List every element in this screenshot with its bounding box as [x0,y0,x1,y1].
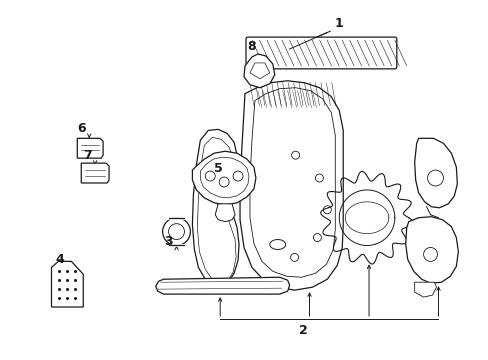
Text: 5: 5 [213,162,222,175]
Text: 4: 4 [55,253,63,266]
Circle shape [219,177,229,187]
Polygon shape [244,54,274,88]
Text: 8: 8 [247,40,256,53]
Text: 1: 1 [334,17,343,30]
Polygon shape [81,163,109,183]
Polygon shape [77,138,103,158]
Polygon shape [414,138,456,208]
Polygon shape [215,204,235,222]
Circle shape [205,171,215,181]
Polygon shape [414,282,436,297]
Circle shape [427,170,443,186]
Polygon shape [192,129,239,286]
FancyBboxPatch shape [245,37,396,69]
Text: 6: 6 [77,122,85,135]
Polygon shape [240,81,343,290]
Polygon shape [192,151,255,205]
Circle shape [423,247,437,261]
Circle shape [233,171,243,181]
Text: 7: 7 [82,149,91,162]
Polygon shape [405,217,457,283]
Polygon shape [51,261,83,307]
Text: 3: 3 [164,235,173,248]
Text: 2: 2 [299,324,307,337]
Polygon shape [155,277,289,294]
Circle shape [168,224,184,239]
Circle shape [163,218,190,246]
